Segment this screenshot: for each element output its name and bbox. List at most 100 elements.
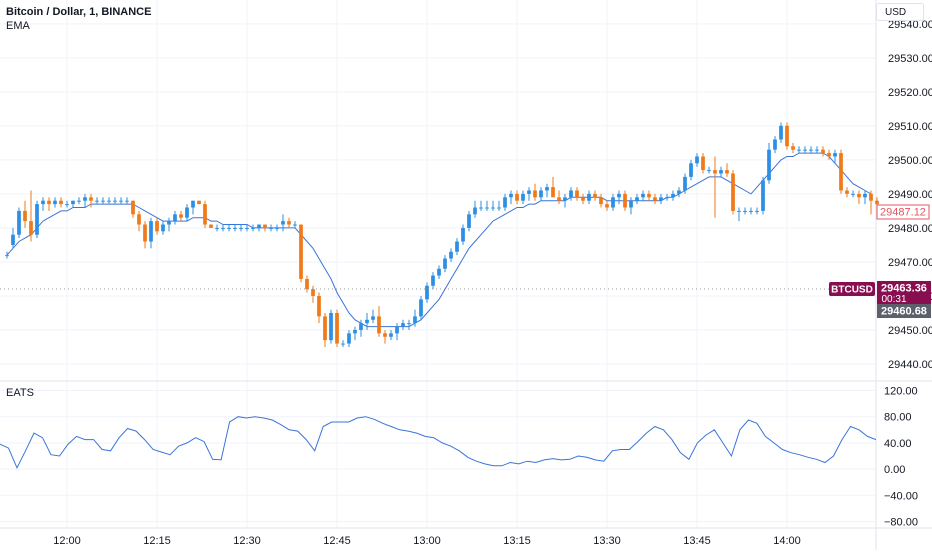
candle-body (851, 193, 855, 195)
candle (419, 295, 423, 320)
currency-button[interactable]: USD (876, 3, 924, 21)
candle (233, 224, 237, 232)
eats-tick-label: 120.00 (884, 386, 918, 398)
candle (827, 149, 831, 160)
candle-body (257, 224, 261, 228)
candle (719, 166, 723, 177)
candle-body (17, 210, 21, 235)
price-tick-label: 29480.00 (888, 223, 932, 235)
candle-body (719, 170, 723, 174)
ema-series-line (6, 152, 872, 328)
right-marker-value: 29487.12 (880, 207, 926, 219)
candle-body (251, 227, 255, 229)
price-tick-label: 29510.00 (888, 121, 932, 133)
candle (689, 159, 693, 181)
candle-body (581, 197, 585, 201)
candle (647, 190, 651, 201)
candle-body (593, 193, 597, 198)
candle-body (23, 210, 27, 222)
candle-body (545, 187, 549, 191)
candle-body (815, 149, 819, 151)
candle-body (83, 197, 87, 201)
candle-body (533, 190, 537, 198)
candle (491, 200, 495, 211)
candle (635, 193, 639, 205)
candle (701, 153, 705, 174)
candle (113, 197, 117, 205)
candle (197, 200, 201, 205)
price-tick-label: 29470.00 (888, 257, 932, 269)
candle (731, 170, 735, 215)
candle (809, 146, 813, 154)
eats-legend: EATS (6, 387, 34, 399)
chart-title: Bitcoin / Dollar, 1, BINANCE (6, 6, 151, 18)
candle-body (77, 200, 81, 202)
candle (65, 200, 69, 208)
candle-body (161, 224, 165, 232)
time-tick-label: 13:00 (413, 535, 441, 547)
candle-body (365, 319, 369, 324)
candle (839, 149, 843, 194)
candle-body (125, 200, 129, 202)
candle (611, 193, 615, 211)
candle-body (527, 190, 531, 194)
candle (533, 183, 537, 201)
candle-body (35, 204, 39, 235)
candle (347, 329, 351, 347)
price-tick-label: 29440.00 (888, 359, 932, 371)
candles (5, 122, 879, 347)
candle-body (515, 193, 519, 201)
candle-body (797, 149, 801, 151)
candle-body (29, 221, 33, 235)
candle (755, 207, 759, 215)
candle (125, 197, 129, 205)
price-axis[interactable]: 29440.0029450.0029460.0029470.0029480.00… (888, 19, 932, 371)
candle (71, 200, 75, 208)
candle (335, 309, 339, 347)
candle-body (269, 227, 273, 229)
candle (551, 176, 555, 198)
candle (851, 190, 855, 198)
time-axis[interactable]: 12:00 12:15 12:30 12:45 13:00 13:15 13:30 13:45… (53, 535, 801, 547)
candle-body (737, 210, 741, 212)
candle-body (305, 278, 309, 290)
candle (179, 210, 183, 222)
candle (641, 190, 645, 201)
candle (41, 197, 45, 211)
candle (857, 190, 861, 205)
candle-body (761, 180, 765, 211)
candle (209, 224, 213, 228)
candle-body (155, 221, 159, 232)
candle (101, 197, 105, 205)
candle-body (215, 227, 219, 229)
candle-body (113, 200, 117, 202)
candle-body (101, 200, 105, 202)
candle-body (785, 125, 789, 147)
candle (269, 224, 273, 232)
candle (737, 207, 741, 222)
candle-body (779, 125, 783, 140)
candle (623, 190, 627, 211)
candle (581, 193, 585, 205)
candle (785, 122, 789, 150)
candle-body (437, 268, 441, 276)
candle-body (383, 333, 387, 337)
candle-body (347, 333, 351, 344)
candle-body (611, 197, 615, 208)
eats-axis[interactable]: −80.00 −40.00 0.00 40.00 80.00 120.00 (884, 386, 918, 529)
candle (509, 190, 513, 205)
candle (203, 200, 207, 228)
price-tick-label: 29540.00 (888, 19, 932, 31)
candle (743, 207, 747, 215)
candle (677, 187, 681, 198)
candle (455, 238, 459, 256)
candle (95, 197, 99, 205)
candle-body (485, 207, 489, 209)
candle (629, 197, 633, 215)
candle (257, 224, 261, 232)
candle-body (569, 190, 573, 198)
candle-body (71, 200, 75, 205)
candle-body (299, 224, 303, 279)
